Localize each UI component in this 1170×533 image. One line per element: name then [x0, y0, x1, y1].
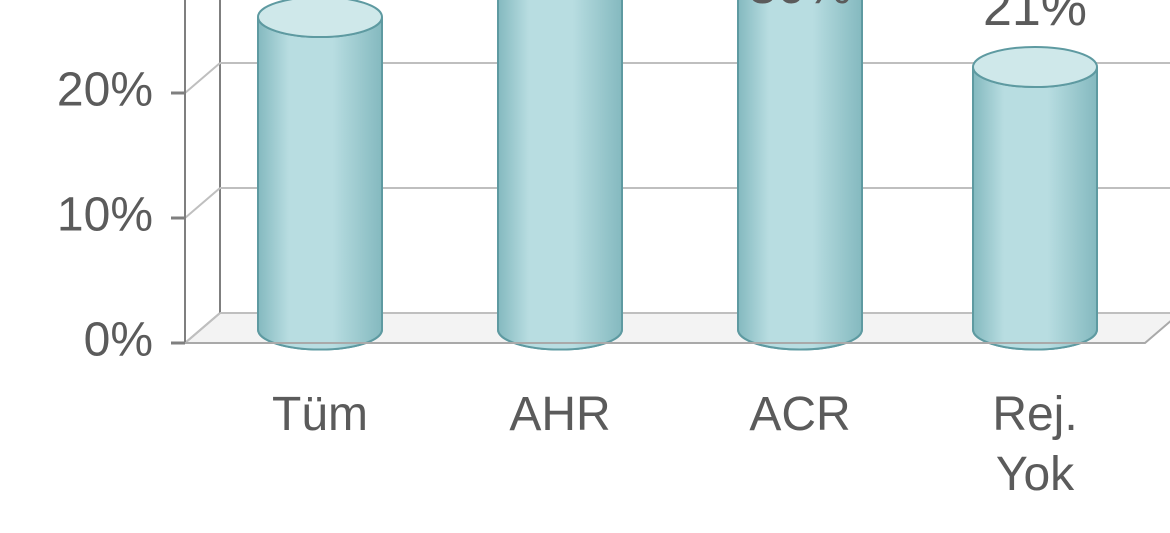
bar-cylinder	[738, 0, 862, 350]
bar-cylinder	[258, 0, 382, 350]
x-category-label: AHR	[509, 388, 610, 441]
bar-value-label-partial: 30%	[748, 0, 852, 15]
bars-group	[258, 0, 1097, 350]
gridline-side	[185, 188, 220, 218]
gridline-side	[185, 63, 220, 93]
y-tick-label: 0%	[84, 314, 153, 367]
x-category-label: ACR	[749, 388, 850, 441]
bar-chart-3d: 0% 10% 20% 21% 30% Tüm AHR ACR Rej. Yok	[0, 0, 1170, 533]
bar-cylinder	[973, 47, 1097, 350]
bar-value-label: 21%	[983, 0, 1087, 37]
x-category-label: Rej.	[992, 388, 1077, 441]
x-category-label: Yok	[996, 448, 1075, 501]
y-tick-label: 20%	[57, 64, 153, 117]
y-tick-label: 10%	[57, 189, 153, 242]
x-category-label: Tüm	[272, 388, 368, 441]
bar-cylinder	[498, 0, 622, 350]
